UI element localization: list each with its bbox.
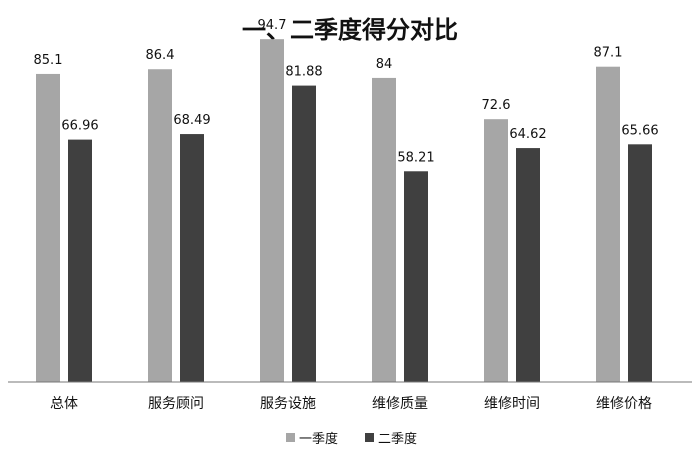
bar-s2-5 (516, 148, 540, 382)
bar-s1-6 (596, 66, 620, 382)
bar-s1-5 (484, 119, 508, 383)
value-label-s2-5: 64.62 (509, 127, 546, 142)
bar-s2-3 (292, 85, 316, 383)
bar-s2-4 (404, 171, 428, 382)
legend-label-2: 二季度 (378, 431, 417, 447)
bar-s1-2 (148, 69, 172, 383)
legend-label-1: 一季度 (299, 431, 338, 447)
bar-s2-2 (180, 134, 204, 382)
category-label-3: 服务设施 (260, 396, 316, 412)
value-label-s2-3: 81.88 (285, 65, 322, 80)
bar-s1-1 (36, 73, 60, 383)
bars-layer (36, 39, 652, 383)
bar-s1-3 (260, 39, 284, 382)
value-labels-layer: 85.1 66.96 86.4 68.49 94.7 81.88 84 58.21 72.6 64… (34, 18, 659, 165)
legend: 一季度 二季度 (286, 431, 417, 447)
category-label-5: 维修时间 (484, 396, 540, 412)
value-label-s1-1: 85.1 (34, 53, 63, 68)
category-label-6: 维修价格 (596, 396, 652, 412)
bar-s2-1 (68, 139, 92, 382)
value-label-s1-4: 84 (376, 57, 393, 72)
value-label-s2-2: 68.49 (173, 113, 210, 128)
value-label-s1-6: 87.1 (594, 46, 623, 61)
value-label-s2-4: 58.21 (397, 150, 434, 165)
category-label-2: 服务顾问 (148, 396, 204, 412)
value-label-s1-5: 72.6 (482, 98, 511, 113)
legend-swatch-2 (365, 433, 374, 442)
value-label-s2-1: 66.96 (61, 119, 98, 134)
bar-s1-4 (372, 77, 396, 383)
bar-s2-6 (628, 144, 652, 382)
category-labels-layer: 总体 服务顾问 服务设施 维修质量 维修时间 维修价格 (50, 396, 652, 412)
category-label-1: 总体 (50, 396, 78, 412)
value-label-s1-3: 94.7 (258, 18, 287, 33)
category-label-4: 维修质量 (372, 396, 428, 412)
legend-swatch-1 (286, 433, 295, 442)
value-label-s1-2: 86.4 (146, 48, 175, 63)
value-label-s2-6: 65.66 (621, 123, 658, 138)
